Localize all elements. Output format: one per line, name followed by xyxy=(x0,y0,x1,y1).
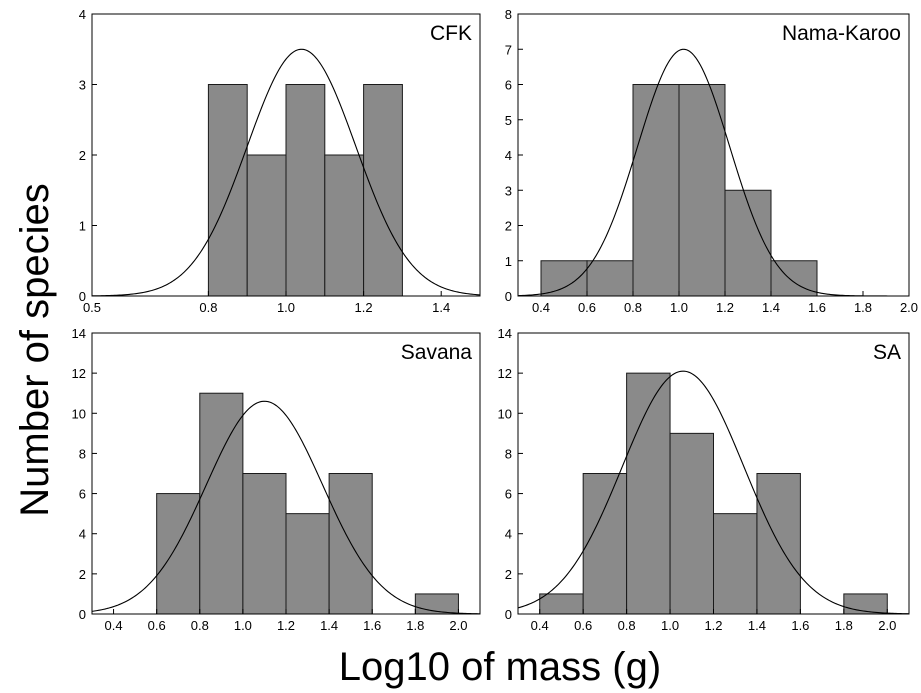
bar-sa-1 xyxy=(582,473,628,615)
bar-sa-4 xyxy=(713,513,758,615)
bar-cfk-1 xyxy=(246,154,287,297)
bar-nama-karoo-3 xyxy=(678,84,726,297)
x-tick-label-nama-karoo-0: 0.4 xyxy=(532,300,550,315)
x-tick-label-nama-karoo-5: 1.4 xyxy=(762,300,780,315)
bar-cfk-0 xyxy=(207,84,248,297)
figure-x-axis-label: Log10 of mass (g) xyxy=(339,645,661,689)
bar-sa-0 xyxy=(539,593,584,615)
panel-cfk: 0.5 0.8 1.0 1.2 1.4 0 1 2 3 4 CFK xyxy=(79,7,481,315)
y-tick-label-savana-6: 12 xyxy=(72,366,86,381)
y-tick-label-nama-karoo-4: 4 xyxy=(505,148,512,163)
y-tick-label-nama-karoo-8: 8 xyxy=(505,7,512,22)
x-tick-label-cfk-3: 1.2 xyxy=(355,300,373,315)
panel-title-cfk: CFK xyxy=(430,22,472,45)
y-tick-label-sa-6: 12 xyxy=(498,366,512,381)
bar-cfk-4 xyxy=(363,84,403,297)
bar-nama-karoo-4 xyxy=(724,189,772,297)
bar-sa-2 xyxy=(626,372,671,615)
x-tick-label-sa-1: 0.6 xyxy=(574,618,592,633)
normal-curve-savana xyxy=(91,400,481,615)
y-tick-label-cfk-2: 2 xyxy=(79,148,86,163)
bar-savana-2 xyxy=(242,473,287,615)
panel-title-nama-karoo: Nama-Karoo xyxy=(782,22,901,45)
y-tick-label-sa-4: 8 xyxy=(505,446,512,461)
y-tick-label-nama-karoo-5: 5 xyxy=(505,113,512,128)
bar-savana-3 xyxy=(285,513,330,615)
y-tick-label-sa-5: 10 xyxy=(498,406,512,421)
y-tick-label-sa-7: 14 xyxy=(498,326,512,341)
panel-sa: 0.4 0.6 0.8 1.0 1.2 1.4 1.6 1.8 2.0 0 2 4 6 8 10 12 14 SA xyxy=(498,326,910,633)
x-tick-label-nama-karoo-1: 0.6 xyxy=(578,300,596,315)
y-tick-label-savana-3: 6 xyxy=(79,487,86,502)
x-tick-label-sa-7: 1.8 xyxy=(835,618,853,633)
y-tick-label-nama-karoo-7: 7 xyxy=(505,42,512,57)
y-tick-label-savana-4: 8 xyxy=(79,446,86,461)
bar-savana-1 xyxy=(199,392,244,615)
x-tick-label-savana-0: 0.4 xyxy=(105,618,123,633)
normal-curve-nama-karoo xyxy=(517,48,909,297)
x-tick-label-sa-3: 1.0 xyxy=(661,618,679,633)
bar-savana-0 xyxy=(156,493,201,615)
x-tick-label-savana-5: 1.4 xyxy=(320,618,338,633)
x-tick-label-sa-0: 0.4 xyxy=(531,618,549,633)
x-tick-label-cfk-4: 1.4 xyxy=(432,300,450,315)
x-tick-label-nama-karoo-6: 1.6 xyxy=(808,300,826,315)
y-tick-label-cfk-3: 3 xyxy=(79,78,86,93)
x-tick-label-savana-1: 0.6 xyxy=(148,618,166,633)
x-tick-label-cfk-2: 1.0 xyxy=(277,300,295,315)
y-tick-label-savana-0: 0 xyxy=(79,607,86,622)
x-tick-label-savana-7: 1.8 xyxy=(406,618,424,633)
bar-cfk-3 xyxy=(324,154,365,297)
x-tick-label-nama-karoo-8: 2.0 xyxy=(900,300,918,315)
bar-nama-karoo-1 xyxy=(586,260,634,297)
panel-title-savana: Savana xyxy=(401,341,473,364)
x-tick-label-nama-karoo-7: 1.8 xyxy=(854,300,872,315)
y-tick-label-cfk-0: 0 xyxy=(79,289,86,304)
y-tick-label-savana-5: 10 xyxy=(72,406,86,421)
x-tick-label-savana-3: 1.0 xyxy=(234,618,252,633)
x-tick-label-sa-5: 1.4 xyxy=(748,618,766,633)
y-tick-label-sa-0: 0 xyxy=(505,607,512,622)
x-tick-label-savana-2: 0.8 xyxy=(191,618,209,633)
y-tick-label-sa-2: 4 xyxy=(505,527,512,542)
y-tick-label-cfk-1: 1 xyxy=(79,219,86,234)
y-tick-label-sa-3: 6 xyxy=(505,487,512,502)
y-tick-label-savana-1: 2 xyxy=(79,567,86,582)
x-tick-label-sa-4: 1.2 xyxy=(704,618,722,633)
x-tick-label-cfk-1: 0.8 xyxy=(199,300,217,315)
y-tick-label-nama-karoo-0: 0 xyxy=(505,289,512,304)
x-tick-label-savana-6: 1.6 xyxy=(363,618,381,633)
y-tick-label-sa-1: 2 xyxy=(505,567,512,582)
x-tick-label-nama-karoo-3: 1.0 xyxy=(670,300,688,315)
panel-savana: 0.4 0.6 0.8 1.0 1.2 1.4 1.6 1.8 2.0 0 2 4 6 8 10 12 14 Sa… xyxy=(72,326,481,633)
y-tick-label-savana-7: 14 xyxy=(72,326,86,341)
figure-y-axis-label: Number of species xyxy=(13,183,57,516)
x-tick-label-savana-4: 1.2 xyxy=(277,618,295,633)
bar-sa-3 xyxy=(669,432,714,615)
panel-title-sa: SA xyxy=(873,341,901,364)
bar-nama-karoo-2 xyxy=(632,84,680,297)
y-tick-label-nama-karoo-2: 2 xyxy=(505,219,512,234)
y-tick-label-nama-karoo-6: 6 xyxy=(505,78,512,93)
x-tick-label-cfk-0: 0.5 xyxy=(83,300,101,315)
x-tick-label-sa-2: 0.8 xyxy=(618,618,636,633)
y-tick-label-cfk-4: 4 xyxy=(79,7,86,22)
x-tick-label-nama-karoo-4: 1.2 xyxy=(716,300,734,315)
bar-cfk-2 xyxy=(285,84,326,297)
y-tick-label-nama-karoo-3: 3 xyxy=(505,183,512,198)
panel-nama-karoo: 0.4 0.6 0.8 1.0 1.2 1.4 1.6 1.8 2.0 0 1 2 3 4 5 6 7 8 Nama… xyxy=(505,7,918,315)
x-tick-label-nama-karoo-2: 0.8 xyxy=(624,300,642,315)
x-tick-label-sa-6: 1.6 xyxy=(791,618,809,633)
y-tick-label-nama-karoo-1: 1 xyxy=(505,254,512,269)
x-tick-label-savana-8: 2.0 xyxy=(449,618,467,633)
bar-nama-karoo-0 xyxy=(540,260,588,297)
normal-curve-sa xyxy=(517,370,910,615)
x-tick-label-sa-8: 2.0 xyxy=(878,618,896,633)
normal-curve-cfk xyxy=(91,48,481,297)
y-tick-label-savana-2: 4 xyxy=(79,527,86,542)
